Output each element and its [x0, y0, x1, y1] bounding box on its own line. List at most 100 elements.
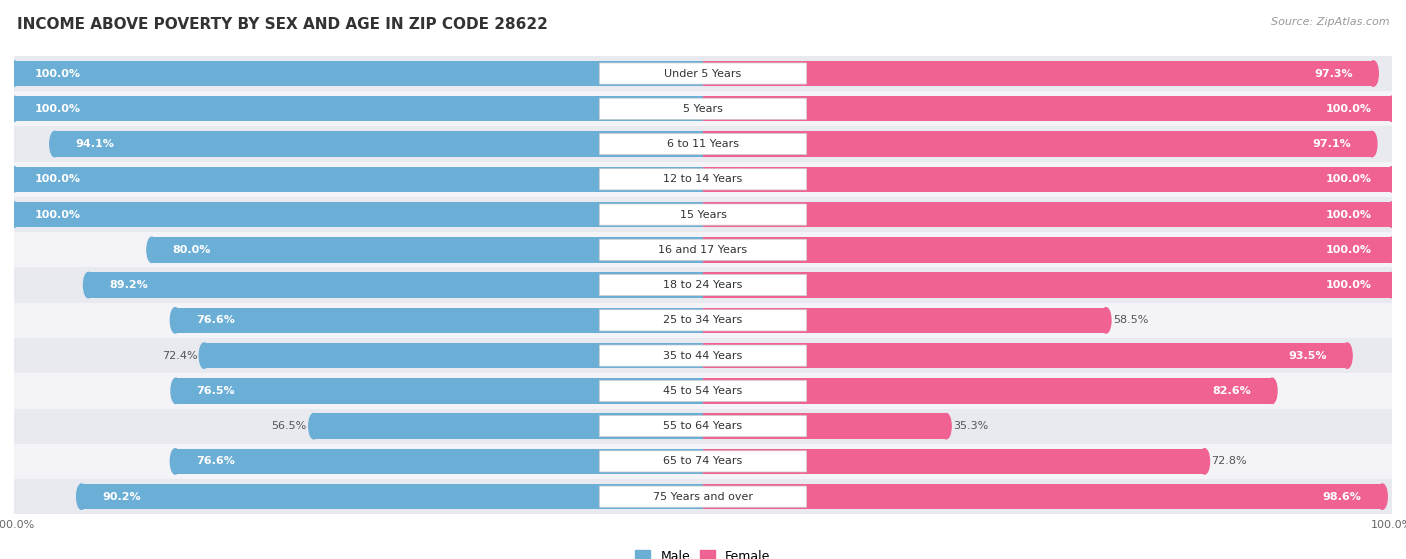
Bar [14, 232, 1392, 267]
Text: 76.6%: 76.6% [195, 315, 235, 325]
Bar [14, 61, 703, 86]
Text: 93.5%: 93.5% [1288, 350, 1326, 361]
Circle shape [1367, 131, 1376, 157]
FancyBboxPatch shape [599, 380, 807, 401]
Text: 100.0%: 100.0% [1326, 104, 1371, 114]
Text: 82.6%: 82.6% [1212, 386, 1251, 396]
Text: 72.4%: 72.4% [162, 350, 197, 361]
Circle shape [1386, 167, 1398, 192]
Text: 25 to 34 Years: 25 to 34 Years [664, 315, 742, 325]
FancyBboxPatch shape [599, 274, 807, 296]
Bar [152, 237, 703, 263]
Text: 98.6%: 98.6% [1323, 492, 1361, 501]
Text: 35.3%: 35.3% [953, 421, 988, 431]
FancyBboxPatch shape [599, 239, 807, 260]
Bar [703, 202, 1392, 228]
FancyBboxPatch shape [599, 486, 807, 507]
Bar [14, 267, 1392, 303]
Text: 45 to 54 Years: 45 to 54 Years [664, 386, 742, 396]
Circle shape [8, 61, 20, 86]
Bar [703, 61, 1374, 86]
Circle shape [83, 272, 93, 298]
Text: 65 to 74 Years: 65 to 74 Years [664, 456, 742, 466]
Circle shape [76, 484, 87, 509]
Text: 80.0%: 80.0% [173, 245, 211, 255]
Text: 12 to 14 Years: 12 to 14 Years [664, 174, 742, 184]
Text: 15 Years: 15 Years [679, 210, 727, 220]
Circle shape [1101, 307, 1111, 333]
Bar [14, 373, 1392, 409]
Bar [176, 378, 703, 404]
Bar [14, 409, 1392, 444]
FancyBboxPatch shape [599, 134, 807, 155]
FancyBboxPatch shape [599, 63, 807, 84]
Circle shape [8, 167, 20, 192]
Circle shape [1386, 272, 1398, 298]
Bar [89, 272, 703, 298]
Bar [703, 131, 1372, 157]
Text: 56.5%: 56.5% [271, 421, 307, 431]
Bar [703, 343, 1347, 368]
Circle shape [941, 414, 950, 439]
Bar [14, 202, 703, 228]
Bar [703, 449, 1205, 474]
FancyBboxPatch shape [599, 204, 807, 225]
Circle shape [1267, 378, 1277, 404]
Circle shape [1368, 61, 1378, 86]
Text: 100.0%: 100.0% [1326, 210, 1371, 220]
Circle shape [1343, 343, 1353, 368]
Bar [703, 307, 1107, 333]
Circle shape [1386, 96, 1398, 121]
Text: 100.0%: 100.0% [1326, 280, 1371, 290]
Text: 100.0%: 100.0% [35, 104, 80, 114]
Bar [703, 414, 946, 439]
Bar [703, 378, 1272, 404]
Text: 55 to 64 Years: 55 to 64 Years [664, 421, 742, 431]
Text: 18 to 24 Years: 18 to 24 Years [664, 280, 742, 290]
Bar [55, 131, 703, 157]
Text: 100.0%: 100.0% [35, 210, 80, 220]
Bar [14, 126, 1392, 162]
Bar [14, 96, 703, 121]
Bar [14, 444, 1392, 479]
Circle shape [170, 307, 180, 333]
Text: 100.0%: 100.0% [1326, 174, 1371, 184]
Bar [14, 167, 703, 192]
Circle shape [1199, 449, 1209, 474]
Text: 97.1%: 97.1% [1313, 139, 1351, 149]
Bar [176, 449, 703, 474]
Text: 100.0%: 100.0% [1326, 245, 1371, 255]
Bar [14, 91, 1392, 126]
FancyBboxPatch shape [599, 451, 807, 472]
Bar [14, 56, 1392, 91]
Bar [14, 197, 1392, 232]
Text: 5 Years: 5 Years [683, 104, 723, 114]
Bar [703, 484, 1382, 509]
Text: 100.0%: 100.0% [35, 69, 80, 78]
Text: 16 and 17 Years: 16 and 17 Years [658, 245, 748, 255]
Circle shape [146, 237, 157, 263]
FancyBboxPatch shape [599, 415, 807, 437]
Text: 97.3%: 97.3% [1315, 69, 1353, 78]
Bar [14, 479, 1392, 514]
Bar [703, 272, 1392, 298]
Text: Source: ZipAtlas.com: Source: ZipAtlas.com [1271, 17, 1389, 27]
Circle shape [172, 378, 181, 404]
Text: Under 5 Years: Under 5 Years [665, 69, 741, 78]
Text: 35 to 44 Years: 35 to 44 Years [664, 350, 742, 361]
Bar [703, 167, 1392, 192]
Text: 58.5%: 58.5% [1114, 315, 1149, 325]
Circle shape [309, 414, 319, 439]
FancyBboxPatch shape [599, 169, 807, 190]
Circle shape [1386, 202, 1398, 228]
FancyBboxPatch shape [599, 310, 807, 331]
Text: 89.2%: 89.2% [110, 280, 148, 290]
Text: 76.5%: 76.5% [197, 386, 235, 396]
Circle shape [1378, 484, 1388, 509]
Text: 94.1%: 94.1% [76, 139, 114, 149]
Bar [14, 162, 1392, 197]
Text: 6 to 11 Years: 6 to 11 Years [666, 139, 740, 149]
Text: INCOME ABOVE POVERTY BY SEX AND AGE IN ZIP CODE 28622: INCOME ABOVE POVERTY BY SEX AND AGE IN Z… [17, 17, 548, 32]
FancyBboxPatch shape [599, 345, 807, 366]
Bar [204, 343, 703, 368]
